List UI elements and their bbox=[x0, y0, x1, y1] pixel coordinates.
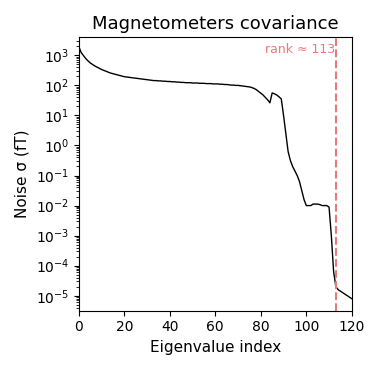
Text: rank ≈ 113: rank ≈ 113 bbox=[264, 43, 335, 56]
Y-axis label: Noise σ (fT): Noise σ (fT) bbox=[15, 130, 30, 218]
Title: Magnetometers covariance: Magnetometers covariance bbox=[92, 15, 339, 33]
X-axis label: Eigenvalue index: Eigenvalue index bbox=[150, 340, 281, 355]
